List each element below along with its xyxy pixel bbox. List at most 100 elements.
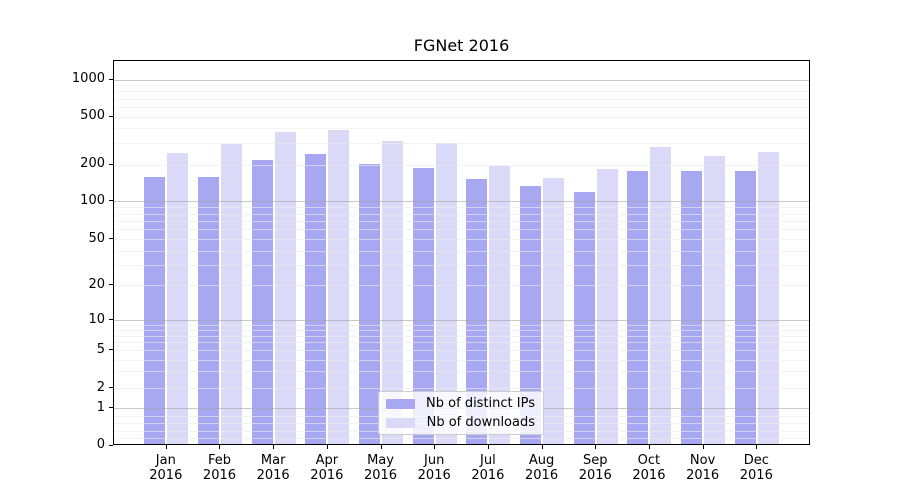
- y-tick-label: 2: [96, 379, 105, 395]
- gridline-minor: [114, 438, 809, 440]
- x-tick-label-may: May 2016: [363, 452, 398, 484]
- y-tick-mark: [109, 319, 113, 320]
- legend-swatch-distinct-ips: [386, 398, 415, 409]
- gridline-minor: [114, 250, 809, 252]
- gridline-minor: [114, 388, 809, 390]
- x-tick-label-jan: Jan 2016: [149, 452, 183, 484]
- x-tick-mark: [273, 445, 275, 449]
- y-tick-label: 5: [96, 341, 105, 357]
- bar-feb-downloads: [220, 143, 242, 444]
- x-tick-label-nov: Nov 2016: [686, 452, 720, 484]
- bar-oct-downloads: [650, 147, 672, 444]
- bar-jul-downloads: [489, 166, 511, 444]
- bar-mar-ips: [251, 160, 273, 444]
- y-tick-label: 0: [96, 437, 105, 452]
- bar-dec-ips: [734, 171, 756, 444]
- gridline-minor: [114, 359, 809, 361]
- legend: Nb of distinct IPs Nb of downloads: [378, 391, 544, 435]
- y-tick-mark: [109, 407, 113, 409]
- y-tick-label: 200: [80, 156, 105, 172]
- gridline-minor: [114, 116, 809, 118]
- plot-area: [113, 60, 810, 445]
- x-tick-label-sep: Sep 2016: [578, 452, 612, 484]
- x-tick-label-jul: Jul 2016: [471, 452, 505, 484]
- legend-label-downloads: Nb of downloads: [426, 415, 535, 430]
- bar-may-downloads: [382, 141, 404, 444]
- bar-apr-ips: [305, 154, 327, 444]
- gridline-minor: [114, 239, 809, 241]
- bar-feb-ips: [197, 176, 219, 444]
- x-tick-label-feb: Feb 2016: [202, 452, 237, 484]
- legend-label-distinct-ips: Nb of distinct IPs: [426, 396, 535, 411]
- x-tick-mark: [326, 445, 328, 449]
- x-tick-mark: [702, 445, 704, 449]
- y-tick-label: 50: [88, 230, 105, 246]
- bar-jun-ips: [412, 168, 434, 444]
- bar-aug-ips: [520, 185, 542, 444]
- bar-dec-downloads: [757, 152, 779, 444]
- y-tick-mark: [109, 284, 113, 286]
- x-tick-label-oct: Oct 2016: [632, 452, 666, 484]
- y-tick-mark: [109, 78, 113, 80]
- y-tick-label: 1000: [71, 71, 105, 86]
- gridline-minor: [114, 213, 809, 215]
- gridline-minor: [114, 106, 809, 108]
- bar-sep-ips: [573, 192, 595, 444]
- gridline-minor: [114, 98, 809, 100]
- y-tick-label: 500: [80, 108, 105, 124]
- y-tick-mark: [109, 115, 113, 117]
- bar-sep-downloads: [596, 168, 618, 444]
- gridline-minor: [114, 335, 809, 337]
- x-tick-mark: [595, 445, 597, 449]
- bar-jan-downloads: [167, 152, 189, 444]
- y-tick-label: 100: [80, 192, 105, 208]
- legend-item-distinct-ips: Nb of distinct IPs: [386, 396, 535, 411]
- y-tick-mark: [109, 444, 113, 446]
- gridline-minor: [114, 329, 809, 331]
- legend-item-downloads: Nb of downloads: [386, 415, 535, 430]
- x-tick-label-apr: Apr 2016: [310, 452, 344, 484]
- x-tick-mark: [541, 445, 543, 449]
- chart-title: FGNet 2016: [413, 36, 510, 55]
- gridline-major: [114, 79, 809, 81]
- gridline-minor: [114, 207, 809, 209]
- bar-apr-downloads: [328, 130, 350, 444]
- y-tick-mark: [109, 163, 113, 165]
- x-tick-mark: [380, 445, 382, 449]
- gridline-major: [114, 320, 809, 321]
- bar-nov-ips: [681, 170, 703, 444]
- gridline-minor: [114, 143, 809, 145]
- gridline-minor: [114, 91, 809, 93]
- x-tick-mark: [648, 445, 650, 449]
- x-tick-label-aug: Aug 2016: [525, 452, 559, 484]
- gridline-minor: [114, 128, 809, 130]
- gridline-minor: [114, 350, 809, 352]
- gridline-minor: [114, 220, 809, 222]
- bar-aug-downloads: [543, 177, 565, 444]
- bar-mar-downloads: [274, 132, 296, 444]
- x-tick-mark: [756, 445, 758, 449]
- y-tick-label: 1: [96, 399, 105, 415]
- y-tick-label: 10: [88, 311, 105, 327]
- y-tick-mark: [109, 200, 113, 202]
- x-tick-mark: [487, 445, 489, 449]
- gridline-minor: [114, 285, 809, 287]
- bar-jan-ips: [144, 177, 166, 444]
- x-tick-mark: [434, 445, 436, 449]
- gridline-minor: [114, 342, 809, 344]
- gridline-minor: [114, 229, 809, 231]
- x-tick-mark: [165, 445, 167, 449]
- y-tick-mark: [109, 238, 113, 240]
- bar-nov-downloads: [704, 156, 726, 444]
- x-tick-mark: [219, 445, 221, 449]
- bar-jul-ips: [466, 179, 488, 444]
- x-tick-label-dec: Dec 2016: [739, 452, 773, 484]
- y-tick-mark: [109, 349, 113, 351]
- legend-swatch-downloads: [386, 417, 415, 428]
- x-tick-label-mar: Mar 2016: [256, 452, 290, 484]
- gridline-major: [114, 201, 809, 203]
- y-tick-label: 20: [88, 276, 105, 292]
- gridline-minor: [114, 164, 809, 166]
- bar-jun-downloads: [435, 143, 457, 444]
